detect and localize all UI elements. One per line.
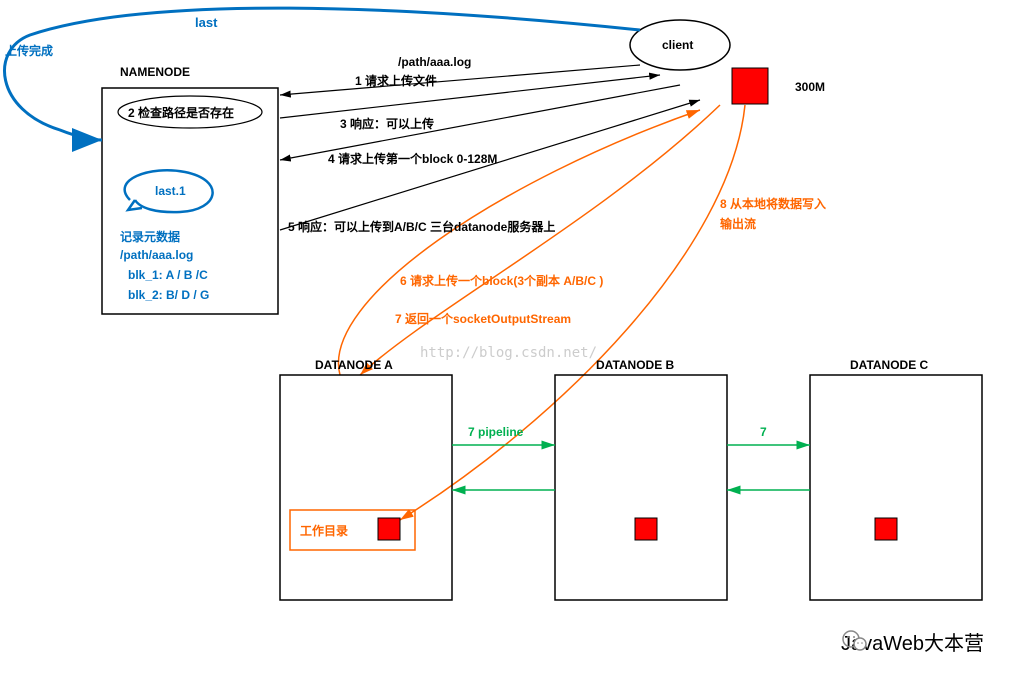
client-size: 300M [795,80,825,94]
arrow8-line1: 8 从本地将数据写入 [720,195,826,212]
datanode-c-file [875,518,897,540]
datanode-a-file [378,518,400,540]
namenode-title: NAMENODE [120,65,190,79]
upload-done: 上传完成 [5,42,53,59]
arrow8-line2: 输出流 [720,215,756,232]
diagram-canvas [0,0,1014,686]
arrow7-text: 7 返回一个socketOutputStream [395,310,571,327]
client-label: client [662,38,693,52]
pipeline-right-label: 7 [760,425,767,439]
arrow6-text: 6 请求上传一个block(3个副本 A/B/C ) [400,272,603,289]
datanode-a-title: DATANODE A [315,358,393,372]
wechat-icon [841,627,869,655]
arrow-3 [280,75,660,118]
last1-text: last.1 [155,184,186,198]
arrow1-path: /path/aaa.log [398,55,471,69]
datanode-c-box [810,375,982,600]
blk2-text: blk_2: B/ D / G [128,288,209,302]
datanode-c-title: DATANODE C [850,358,928,372]
arrow-6 [360,105,720,375]
arrow5-text: 5 响应：可以上传到A/B/C 三台datanode服务器上 [288,218,555,235]
check-path-text: 2 检查路径是否存在 [128,104,234,121]
arrow3-text: 3 响应：可以上传 [340,115,434,132]
watermark-text: http://blog.csdn.net/ [420,345,597,361]
datanode-b-title: DATANODE B [596,358,674,372]
blk1-text: blk_1: A / B /C [128,268,208,282]
datanode-b-file [635,518,657,540]
last-label: last [195,15,217,30]
footer-credit: JavaWeb大本营 [841,627,984,656]
last-curve [5,8,640,140]
arrow4-text: 4 请求上传第一个block 0-128M [328,150,497,167]
datanode-b-box [555,375,727,600]
arrow-1 [280,65,640,95]
arrow1-text: 1 请求上传文件 [355,72,437,89]
meta-label: 记录元数据 [120,228,180,245]
workdir-label: 工作目录 [300,522,348,539]
namenode-path: /path/aaa.log [120,248,193,262]
datanode-a-box [280,375,452,600]
pipeline-left-label: 7 pipeline [468,425,523,439]
client-file-box [732,68,768,104]
